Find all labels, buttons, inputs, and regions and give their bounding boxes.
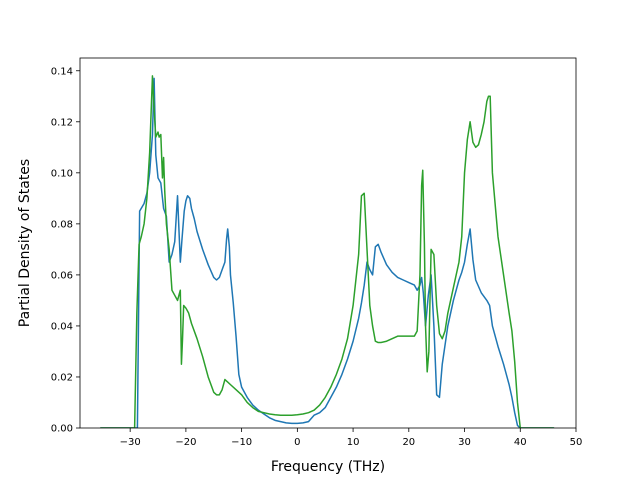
plot-frame bbox=[79, 57, 577, 429]
y-tick-label: 0.10 bbox=[51, 168, 73, 179]
x-tick-label: 0 bbox=[294, 437, 300, 448]
x-axis-label: Frequency (THz) bbox=[271, 459, 385, 475]
x-tick-label: 40 bbox=[514, 437, 527, 448]
y-tick-label: 0.12 bbox=[51, 117, 73, 128]
x-axis-ticks: −30 −20 −10 0 10 20 30 40 50 bbox=[120, 428, 583, 448]
x-tick-label: 30 bbox=[458, 437, 471, 448]
series-line-2 bbox=[99, 75, 555, 428]
x-tick-label: 10 bbox=[347, 437, 360, 448]
y-tick-label: 0.08 bbox=[51, 219, 73, 230]
series-layer bbox=[99, 75, 555, 428]
series-line-1 bbox=[99, 77, 555, 428]
y-axis-label: Partial Density of States bbox=[17, 159, 33, 327]
x-tick-label: −10 bbox=[231, 437, 252, 448]
y-axis-ticks: 0.00 0.02 0.04 0.06 0.08 0.10 0.12 0.14 bbox=[51, 66, 80, 435]
x-tick-label: 20 bbox=[402, 437, 415, 448]
x-tick-label: −20 bbox=[175, 437, 196, 448]
x-tick-label: −30 bbox=[120, 437, 141, 448]
y-tick-label: 0.04 bbox=[51, 321, 73, 332]
x-tick-label: 50 bbox=[570, 437, 583, 448]
y-tick-label: 0.02 bbox=[51, 372, 73, 383]
y-tick-label: 0.14 bbox=[51, 66, 73, 77]
y-tick-label: 0.06 bbox=[51, 270, 73, 281]
y-tick-label: 0.00 bbox=[51, 424, 73, 435]
